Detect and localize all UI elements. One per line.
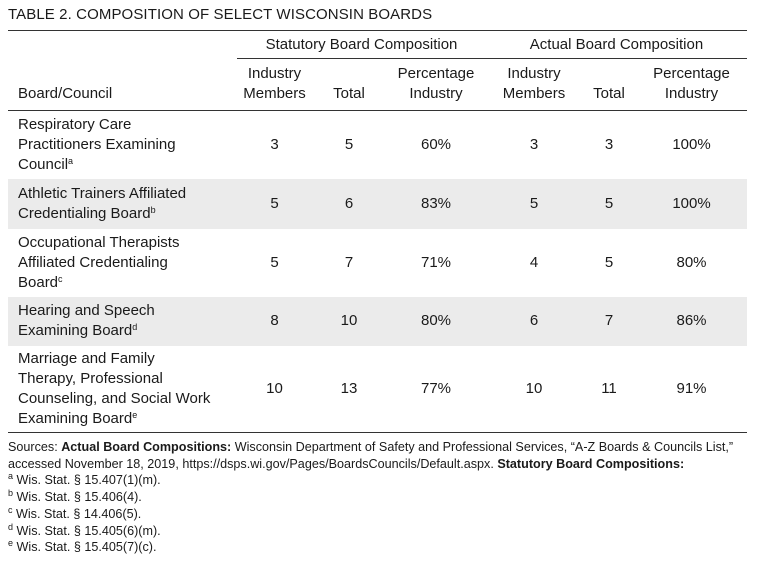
note-mark: e <box>8 538 14 549</box>
value-cell: 5 <box>604 253 614 271</box>
table-row: Hearing and Speech Examining Boardd 8 10 80… <box>8 296 747 346</box>
column-header: Total <box>593 85 625 102</box>
value-cell: 10 <box>525 379 543 397</box>
group-header: Statutory Board Composition <box>237 30 486 59</box>
value-cell: 71% <box>420 253 452 271</box>
board-name-text: Respiratory Care Practitioners Examining… <box>18 115 176 173</box>
empty-cell <box>8 31 237 59</box>
value-cell: 100% <box>672 194 711 212</box>
value-cell: 8 <box>270 312 279 329</box>
header-row: Board/Council Industry Members Total Percen… <box>8 59 747 111</box>
sources-text: Wisconsin Department of Safety and Profe… <box>8 440 734 471</box>
value-cell: 10 <box>340 312 358 329</box>
note-mark: c <box>8 504 13 515</box>
note: d Wis. Stat. § 15.405(6)(m). <box>8 521 753 540</box>
note-mark: d <box>132 322 138 332</box>
note: e Wis. Stat. § 15.405(7)(c). <box>8 539 753 556</box>
board-cell: Hearing and Speech Examining Boardd <box>8 297 237 346</box>
column-header: Percentage Industry <box>397 65 475 102</box>
column-header: Industry Members <box>243 65 306 102</box>
note-text: Wis. Stat. § 15.405(6)(m). <box>16 523 161 538</box>
note-mark: b <box>150 204 156 215</box>
value-cell: 6 <box>529 312 539 329</box>
footnotes: Sources: Actual Board Compositions: Wisc… <box>8 439 753 556</box>
board-name: Hearing and Speech Examining Boardd <box>18 301 214 341</box>
table-row: Occupational Therapists Affiliated Crede… <box>8 229 747 297</box>
board-name-text: Occupational Therapists Affiliated Crede… <box>18 233 180 291</box>
value-cell: 91% <box>676 379 707 397</box>
value-cell: 10 <box>266 379 283 397</box>
group-header: Actual Board Composition <box>486 30 747 59</box>
column-header: Total <box>333 85 365 102</box>
note-mark: b <box>8 488 14 499</box>
board-cell: Occupational Therapists Affiliated Crede… <box>8 229 237 297</box>
value-cell: 5 <box>344 135 354 153</box>
board-name: Marriage and Family Therapy, Professiona… <box>18 349 214 429</box>
sources: Sources: Actual Board Compositions: Wisc… <box>8 439 753 472</box>
value-cell: 7 <box>344 253 354 271</box>
data-table: Statutory Board Composition Actual Board… <box>8 30 747 433</box>
note-text: Wis. Stat. § 14.406(5). <box>16 506 142 521</box>
note-text: Wis. Stat. § 15.405(7)(c). <box>16 540 157 555</box>
board-name: Occupational Therapists Affiliated Crede… <box>18 233 214 293</box>
value-cell: 7 <box>604 312 614 329</box>
value-cell: 86% <box>676 312 707 329</box>
notes: a Wis. Stat. § 15.407(1)(m). b Wis. Stat.… <box>8 472 753 556</box>
value-cell: 5 <box>270 253 279 271</box>
value-cell: 4 <box>529 253 539 271</box>
board-cell: Marriage and Family Therapy, Professiona… <box>8 346 237 433</box>
value-cell: 77% <box>420 379 452 397</box>
note-text: Wis. Stat. § 15.406(4). <box>16 490 142 505</box>
table-row: Respiratory Care Practitioners Examining… <box>8 111 747 179</box>
value-cell: 3 <box>270 135 279 153</box>
note-mark: a <box>8 471 14 482</box>
value-cell: 80% <box>676 253 707 271</box>
value-cell: 13 <box>340 379 358 397</box>
board-name-text: Athletic Trainers Affiliated Credentiali… <box>18 184 187 222</box>
board-name-text: Hearing and Speech Examining Board <box>18 302 155 339</box>
sources-label: Sources: <box>8 440 58 454</box>
note-mark: e <box>132 409 138 420</box>
table-row: Marriage and Family Therapy, Professiona… <box>8 346 747 433</box>
board-name: Respiratory Care Practitioners Examining… <box>18 115 214 175</box>
value-cell: 60% <box>420 135 452 153</box>
value-cell: 6 <box>344 194 354 212</box>
value-cell: 5 <box>529 194 539 212</box>
value-cell: 100% <box>672 135 711 153</box>
sources-heading: Statutory Board Compositions: <box>497 456 685 471</box>
group-header-row: Statutory Board Composition Actual Board… <box>8 30 747 59</box>
note-mark: c <box>58 273 63 284</box>
table-title: TABLE 2. COMPOSITION OF SELECT WISCONSIN… <box>8 6 433 23</box>
board-cell: Respiratory Care Practitioners Examining… <box>8 111 237 179</box>
board-name: Athletic Trainers Affiliated Credentiali… <box>18 184 214 224</box>
value-cell: 3 <box>604 135 614 153</box>
value-cell: 5 <box>270 194 279 212</box>
value-cell: 3 <box>529 135 539 153</box>
value-cell: 83% <box>420 194 452 212</box>
sources-heading: Actual Board Compositions: <box>61 440 232 454</box>
table-body: Respiratory Care Practitioners Examining… <box>8 111 747 433</box>
note: b Wis. Stat. § 15.406(4). <box>8 489 753 506</box>
note: c Wis. Stat. § 14.406(5). <box>8 504 753 523</box>
note: a Wis. Stat. § 15.407(1)(m). <box>8 472 753 489</box>
column-header: Board/Council <box>18 85 113 102</box>
board-cell: Athletic Trainers Affiliated Credentiali… <box>8 179 237 229</box>
note-mark: d <box>8 521 14 532</box>
value-cell: 80% <box>420 312 452 329</box>
note-mark: a <box>68 155 74 166</box>
value-cell: 5 <box>604 194 614 212</box>
note-text: Wis. Stat. § 15.407(1)(m). <box>16 473 161 488</box>
value-cell: 11 <box>601 379 617 397</box>
column-header: Percentage Industry <box>653 65 730 102</box>
table-row: Athletic Trainers Affiliated Credentiali… <box>8 178 747 229</box>
column-header: Industry Members <box>502 65 566 102</box>
board-name-text: Marriage and Family Therapy, Professiona… <box>18 349 211 427</box>
